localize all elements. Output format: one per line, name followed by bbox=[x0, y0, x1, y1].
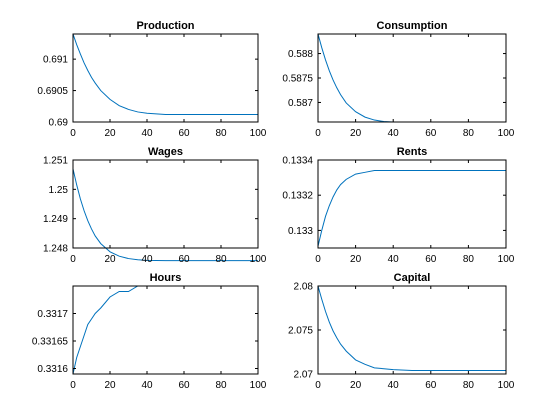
series-line bbox=[317, 170, 506, 247]
x-tick-label: 60 bbox=[425, 254, 437, 265]
x-tick-label: 60 bbox=[178, 254, 190, 265]
x-tick-label: 80 bbox=[215, 128, 227, 139]
x-tick-label: 40 bbox=[388, 380, 400, 391]
x-tick-label: 60 bbox=[425, 380, 437, 391]
panel-consumption: Consumption 0 20 40 60 80 100 0.587 0.5875 0.588 bbox=[282, 20, 514, 139]
x-tick-label: 20 bbox=[104, 380, 116, 391]
y-tick-label: 2.075 bbox=[288, 326, 313, 337]
x-tick-label: 60 bbox=[178, 128, 190, 139]
x-tick-label: 80 bbox=[463, 380, 475, 391]
x-tick-label: 20 bbox=[104, 128, 116, 139]
x-tick-label: 60 bbox=[178, 380, 190, 391]
x-tick-label: 20 bbox=[350, 380, 362, 391]
panel-title: Consumption bbox=[377, 20, 448, 32]
y-tick-label: 0.5875 bbox=[282, 74, 313, 85]
x-tick-label: 80 bbox=[463, 254, 475, 265]
x-tick-label: 100 bbox=[250, 254, 267, 265]
x-tick-label: 0 bbox=[315, 254, 321, 265]
x-tick-label: 0 bbox=[70, 128, 76, 139]
y-tick-label: 2.07 bbox=[294, 370, 314, 381]
y-tick-label: 1.251 bbox=[43, 156, 68, 167]
x-tick-label: 40 bbox=[141, 254, 153, 265]
x-tick-label: 20 bbox=[104, 254, 116, 265]
y-tick-label: 2.08 bbox=[294, 282, 314, 293]
y-tick-label: 0.33165 bbox=[32, 337, 69, 348]
y-tick-label: 1.249 bbox=[43, 214, 68, 225]
series-line bbox=[317, 33, 506, 123]
axes-box bbox=[72, 33, 259, 123]
x-tick-label: 0 bbox=[315, 128, 321, 139]
x-tick-label: 60 bbox=[425, 128, 437, 139]
panel-capital: Capital 0 20 40 60 80 100 2.07 2.075 2.08 bbox=[288, 272, 515, 391]
y-tick-label: 0.6905 bbox=[37, 86, 68, 97]
panel-title: Hours bbox=[150, 272, 182, 284]
y-tick-label: 1.248 bbox=[43, 244, 68, 255]
series-line bbox=[72, 33, 258, 115]
axes-box bbox=[317, 33, 507, 123]
x-tick-label: 20 bbox=[350, 254, 362, 265]
panel-title: Capital bbox=[394, 272, 431, 284]
x-tick-label: 100 bbox=[498, 128, 515, 139]
x-tick-label: 0 bbox=[70, 380, 76, 391]
x-tick-label: 40 bbox=[388, 128, 400, 139]
x-tick-label: 40 bbox=[388, 254, 400, 265]
x-tick-label: 20 bbox=[350, 128, 362, 139]
panel-title: Rents bbox=[397, 146, 428, 158]
y-tick-label: 0.3317 bbox=[37, 309, 68, 320]
x-tick-label: 0 bbox=[70, 254, 76, 265]
y-tick-label: 0.133 bbox=[288, 226, 313, 237]
axes-box bbox=[317, 285, 507, 375]
axes-box bbox=[72, 159, 259, 249]
panel-production: Production 0 20 40 60 80 100 0.69 0.6905 0.691 bbox=[37, 20, 266, 139]
series-line bbox=[317, 285, 506, 371]
axes-box bbox=[72, 285, 259, 375]
panel-hours: Hours 0 20 40 60 80 100 0.3316 0.33165 0.3317 bbox=[32, 272, 267, 391]
x-tick-label: 0 bbox=[315, 380, 321, 391]
series-line bbox=[72, 285, 258, 375]
y-tick-label: 0.588 bbox=[288, 49, 313, 60]
panel-rents: Rents 0 20 40 60 80 100 0.133 0.1332 0.1334 bbox=[282, 146, 514, 265]
y-tick-label: 0.691 bbox=[43, 55, 68, 66]
x-tick-label: 80 bbox=[215, 380, 227, 391]
x-tick-label: 100 bbox=[250, 380, 267, 391]
y-tick-label: 0.587 bbox=[288, 98, 313, 109]
x-tick-label: 80 bbox=[463, 128, 475, 139]
y-tick-label: 0.3316 bbox=[37, 364, 68, 375]
panel-title: Wages bbox=[148, 146, 183, 158]
x-tick-label: 100 bbox=[250, 128, 267, 139]
series-line bbox=[72, 168, 258, 262]
x-tick-label: 100 bbox=[498, 254, 515, 265]
x-tick-label: 40 bbox=[141, 128, 153, 139]
y-tick-label: 0.1332 bbox=[282, 191, 313, 202]
x-tick-label: 40 bbox=[141, 380, 153, 391]
y-tick-label: 0.69 bbox=[49, 118, 69, 129]
y-tick-label: 1.25 bbox=[49, 185, 69, 196]
x-tick-label: 80 bbox=[215, 254, 227, 265]
y-tick-label: 0.1334 bbox=[282, 156, 313, 167]
x-tick-label: 100 bbox=[498, 380, 515, 391]
axes-box bbox=[317, 159, 507, 249]
panel-title: Production bbox=[136, 20, 194, 32]
panel-wages: Wages 0 20 40 60 80 100 1.248 1.249 1.25 1.251 bbox=[43, 146, 267, 265]
